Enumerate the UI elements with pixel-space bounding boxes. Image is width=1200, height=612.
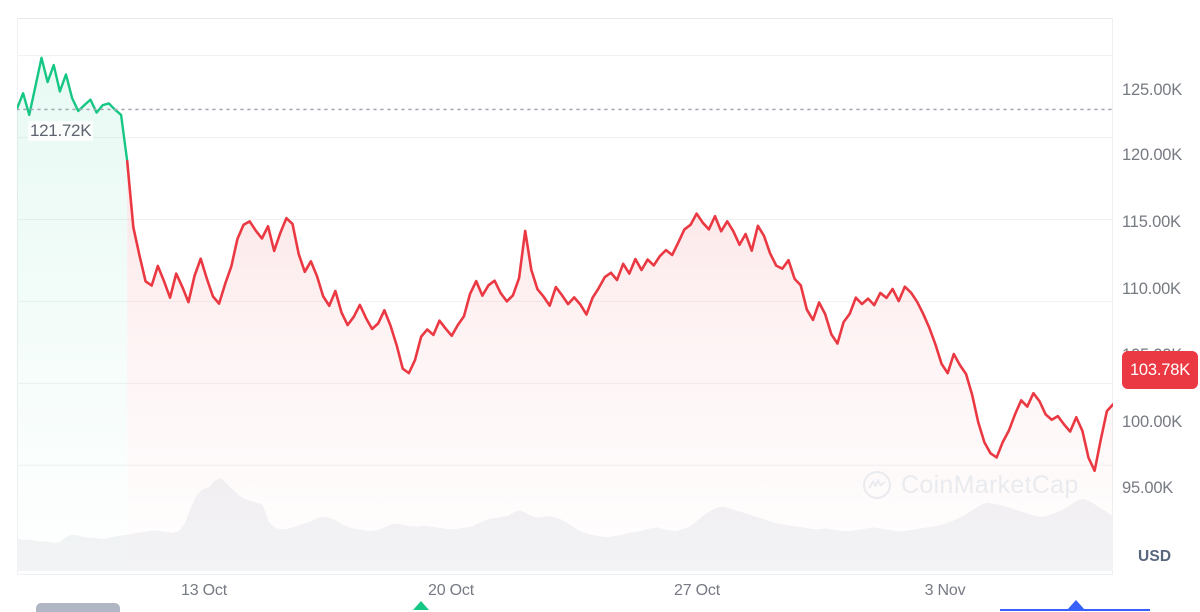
- y-axis-tick-label: 110.00K: [1122, 280, 1181, 298]
- y-axis-tick-label: 100.00K: [1122, 413, 1183, 431]
- range-slider-track: [1000, 609, 1150, 611]
- y-axis: 125.00K120.00K115.00K110.00K105.00K100.0…: [1122, 0, 1200, 612]
- y-axis-tick-label: 115.00K: [1122, 213, 1181, 231]
- reference-price-label: 121.72K: [28, 121, 94, 141]
- range-slider-left-handle[interactable]: [36, 603, 120, 612]
- range-marker-green-triangle[interactable]: [413, 601, 429, 610]
- price-chart-canvas[interactable]: [17, 18, 1113, 575]
- currency-label: USD: [1138, 548, 1172, 565]
- price-area-fill: [127, 161, 1113, 575]
- x-axis-tick-label: 27 Oct: [674, 582, 720, 599]
- y-axis-tick-label: 120.00K: [1122, 146, 1183, 164]
- price-line-green-segment: [17, 56, 129, 163]
- x-axis-tick-label: 20 Oct: [428, 582, 474, 599]
- x-axis-tick-label: 13 Oct: [181, 582, 227, 599]
- y-axis-tick-label: 95.00K: [1122, 479, 1174, 497]
- range-slider-right-handle[interactable]: [1000, 600, 1150, 612]
- price-area-fill-green: [17, 57, 128, 575]
- current-price-badge: 103.78K: [1122, 351, 1198, 389]
- price-line-red-segment: [125, 159, 1113, 473]
- x-axis: 13 Oct 20 Oct 27 Oct 3 Nov: [0, 582, 1200, 606]
- y-axis-tick-label: 125.00K: [1122, 81, 1183, 99]
- range-slider-thumb-icon: [1067, 600, 1085, 610]
- x-axis-tick-label: 3 Nov: [924, 582, 966, 599]
